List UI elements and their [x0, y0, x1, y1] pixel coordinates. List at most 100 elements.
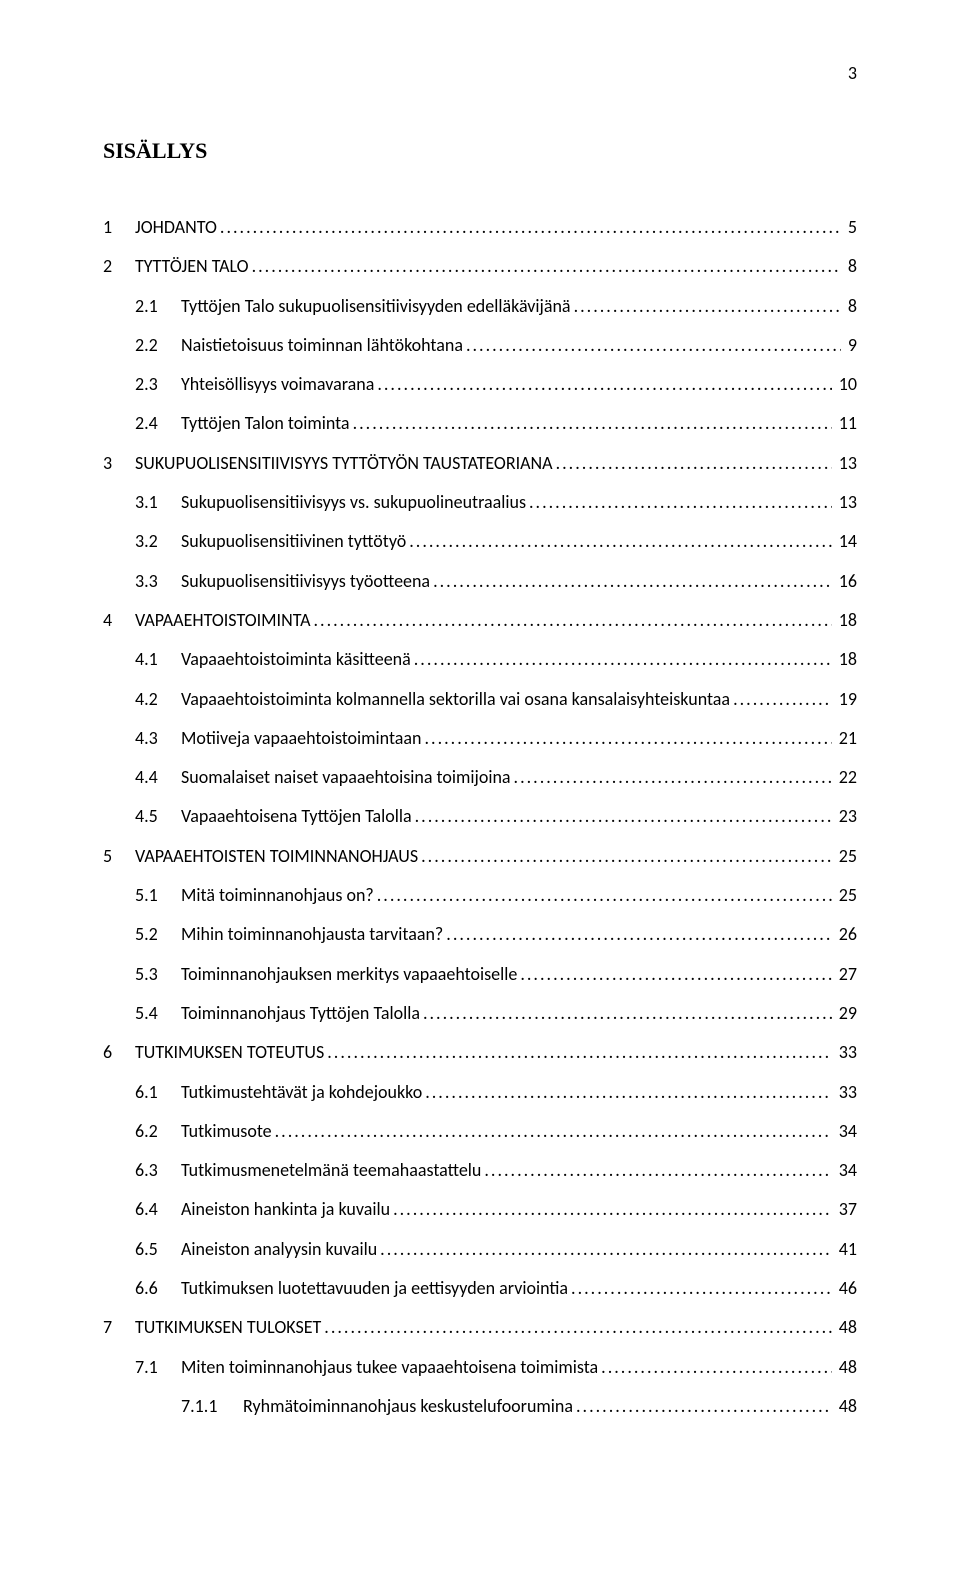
toc-entry-page: 48: [835, 1318, 857, 1336]
toc-leader-dots: ........................................…: [252, 257, 841, 275]
toc-entry: 6.1Tutkimustehtävät ja kohdejoukko......…: [103, 1083, 857, 1101]
toc-leader-dots: ........................................…: [556, 454, 832, 472]
toc-entry-title: Vapaaehtoisena Tyttöjen Talolla: [181, 807, 412, 825]
toc-entry-number: 6.1: [135, 1083, 181, 1101]
toc-entry-title: Aineiston analyysin kuvailu: [181, 1240, 377, 1258]
toc-leader-dots: ........................................…: [380, 1240, 832, 1258]
toc-entry: 2.4Tyttöjen Talon toiminta..............…: [103, 414, 857, 432]
toc-leader-dots: ........................................…: [275, 1122, 832, 1140]
toc-entry: 3SUKUPUOLISENSITIIVISYYS TYTTÖTYÖN TAUST…: [103, 454, 857, 472]
toc-entry: 6.4Aineiston hankinta ja kuvailu........…: [103, 1200, 857, 1218]
toc-entry-title: Yhteisöllisyys voimavarana: [181, 375, 374, 393]
toc-leader-dots: ........................................…: [484, 1161, 831, 1179]
toc-entry-number: 2.4: [135, 414, 181, 432]
toc-entry-title: Toiminnanohjauksen merkitys vapaaehtoise…: [181, 965, 517, 983]
toc-leader-dots: ........................................…: [425, 1083, 832, 1101]
toc-entry-number: 5.1: [135, 886, 181, 904]
toc-entry: 7.1.1Ryhmätoiminnanohjaus keskustelufoor…: [103, 1397, 857, 1415]
toc-entry-number: 5: [103, 847, 135, 865]
toc-entry-number: 2.2: [135, 336, 181, 354]
toc-entry-title: Mitä toiminnanohjaus on?: [181, 886, 374, 904]
toc-entry: 4.4Suomalaiset naiset vapaaehtoisina toi…: [103, 768, 857, 786]
toc-entry-number: 6.2: [135, 1122, 181, 1140]
toc-entry-title: SUKUPUOLISENSITIIVISYYS TYTTÖTYÖN TAUSTA…: [135, 454, 553, 472]
toc-entry: 4.5Vapaaehtoisena Tyttöjen Talolla......…: [103, 807, 857, 825]
toc-leader-dots: ........................................…: [571, 1279, 832, 1297]
toc-entry-page: 22: [835, 768, 857, 786]
toc-leader-dots: ........................................…: [414, 650, 832, 668]
toc-entry: 3.1Sukupuolisensitiivisyys vs. sukupuoli…: [103, 493, 857, 511]
toc-entry-title: TUTKIMUKSEN TOTEUTUS: [135, 1043, 324, 1061]
toc-entry-page: 16: [835, 572, 857, 590]
toc-entry-title: Mihin toiminnanohjausta tarvitaan?: [181, 925, 443, 943]
toc-entry-title: Tutkimuksen luotettavuuden ja eettisyyde…: [181, 1279, 568, 1297]
toc-entry-title: Aineiston hankinta ja kuvailu: [181, 1200, 390, 1218]
toc-entry: 6.3Tutkimusmenetelmänä teemahaastattelu.…: [103, 1161, 857, 1179]
toc-entry: 5.3Toiminnanohjauksen merkitys vapaaehto…: [103, 965, 857, 983]
toc-entry: 5VAPAAEHTOISTEN TOIMINNANOHJAUS.........…: [103, 847, 857, 865]
toc-entry-number: 3.1: [135, 493, 181, 511]
toc-entry-page: 18: [835, 650, 857, 668]
toc-entry-page: 41: [835, 1240, 857, 1258]
toc-entry-title: Tutkimustehtävät ja kohdejoukko: [181, 1083, 422, 1101]
toc-leader-dots: ........................................…: [314, 611, 832, 629]
toc-entry-title: Vapaaehtoistoiminta kolmannella sektoril…: [181, 690, 730, 708]
toc-entry-page: 48: [835, 1358, 857, 1376]
toc-entry-number: 4.2: [135, 690, 181, 708]
toc-leader-dots: ........................................…: [601, 1358, 832, 1376]
toc-entry-number: 2: [103, 257, 135, 275]
toc-entry-page: 14: [835, 532, 857, 550]
toc-entry-page: 25: [835, 886, 857, 904]
toc-entry-title: Miten toiminnanohjaus tukee vapaaehtoise…: [181, 1358, 598, 1376]
toc-entry-number: 3: [103, 454, 135, 472]
toc-leader-dots: ........................................…: [520, 965, 831, 983]
toc-entry-number: 5.4: [135, 1004, 181, 1022]
toc-entry: 2.2Naistietoisuus toiminnan lähtökohtana…: [103, 336, 857, 354]
toc-entry-number: 5.2: [135, 925, 181, 943]
toc-entry-page: 9: [844, 336, 857, 354]
toc-entry-page: 34: [835, 1161, 857, 1179]
toc-leader-dots: ........................................…: [324, 1318, 831, 1336]
toc-entry-title: VAPAAEHTOISTEN TOIMINNANOHJAUS: [135, 847, 418, 865]
toc-leader-dots: ........................................…: [409, 532, 832, 550]
toc-entry-number: 2.3: [135, 375, 181, 393]
toc-entry-number: 4.4: [135, 768, 181, 786]
toc-leader-dots: ........................................…: [514, 768, 832, 786]
toc-entry-page: 29: [835, 1004, 857, 1022]
toc-leader-dots: ........................................…: [220, 218, 841, 236]
toc-entry-page: 21: [835, 729, 857, 747]
toc-entry-title: VAPAAEHTOISTOIMINTA: [135, 611, 311, 629]
toc-entry: 2.1Tyttöjen Talo sukupuolisensitiivisyyd…: [103, 297, 857, 315]
toc-leader-dots: ........................................…: [327, 1043, 831, 1061]
toc-entry: 6.2Tutkimusote..........................…: [103, 1122, 857, 1140]
toc-entry-page: 25: [835, 847, 857, 865]
toc-entry-title: Sukupuolisensitiivinen tyttötyö: [181, 532, 406, 550]
toc-entry-title: TYTTÖJEN TALO: [135, 257, 249, 275]
toc-entry-title: Sukupuolisensitiivisyys työotteena: [181, 572, 430, 590]
toc-entry-number: 6.4: [135, 1200, 181, 1218]
toc-entry-page: 34: [835, 1122, 857, 1140]
toc-leader-dots: ........................................…: [415, 807, 832, 825]
toc-entry-page: 10: [835, 375, 857, 393]
toc-entry-number: 6.6: [135, 1279, 181, 1297]
toc-entry-number: 3.3: [135, 572, 181, 590]
toc-leader-dots: ........................................…: [425, 729, 832, 747]
toc-entry-page: 23: [835, 807, 857, 825]
toc-entry-number: 6.3: [135, 1161, 181, 1179]
toc-entry-number: 7: [103, 1318, 135, 1336]
toc-entry-page: 18: [835, 611, 857, 629]
toc-entry-number: 6.5: [135, 1240, 181, 1258]
toc-entry-page: 8: [844, 297, 857, 315]
doc-title: SISÄLLYS: [103, 138, 207, 164]
page: 3 SISÄLLYS 1JOHDANTO....................…: [0, 0, 960, 1578]
toc-leader-dots: ........................................…: [466, 336, 841, 354]
toc-entry: 4VAPAAEHTOISTOIMINTA....................…: [103, 611, 857, 629]
toc-entry-number: 2.1: [135, 297, 181, 315]
toc-entry-number: 5.3: [135, 965, 181, 983]
toc-entry-page: 5: [844, 218, 857, 236]
toc-entry-number: 6: [103, 1043, 135, 1061]
toc-entry-number: 1: [103, 218, 135, 236]
toc-entry-page: 13: [835, 454, 857, 472]
toc-entry-title: JOHDANTO: [135, 218, 217, 236]
toc-entry-title: Toiminnanohjaus Tyttöjen Talolla: [181, 1004, 420, 1022]
